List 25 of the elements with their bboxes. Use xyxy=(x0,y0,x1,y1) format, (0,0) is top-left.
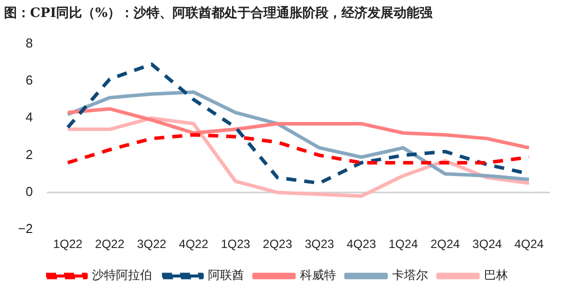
x-tick-label: 4Q22 xyxy=(178,237,209,252)
y-tick-label: 6 xyxy=(26,72,33,88)
x-tick-label: 2Q24 xyxy=(430,237,460,252)
legend-label: 沙特阿拉伯 xyxy=(92,268,152,282)
x-tick-label: 1Q23 xyxy=(220,237,251,252)
x-tick-label: 4Q24 xyxy=(514,237,544,252)
line-series xyxy=(66,133,531,164)
x-tick-label: 2Q23 xyxy=(262,237,292,252)
x-tick-label: 1Q22 xyxy=(53,237,83,252)
x-tick-label: 3Q22 xyxy=(136,237,167,252)
x-tick-label: 1Q24 xyxy=(388,237,418,252)
legend-label: 卡塔尔 xyxy=(392,268,428,282)
y-tick-label: 8 xyxy=(26,35,33,50)
x-tick-label: 3Q24 xyxy=(472,237,502,252)
y-tick-label: 4 xyxy=(26,110,33,125)
chart-title: 图：CPI同比（%）：沙特、阿联酋都处于合理通胀阶段，经济发展动能强 xyxy=(3,4,434,22)
legend-label: 科威特 xyxy=(300,268,336,282)
legend-label: 巴林 xyxy=(484,268,508,282)
x-tick-label: 4Q23 xyxy=(346,237,376,252)
y-tick-label: −2 xyxy=(18,221,33,236)
legend-label: 阿联酋 xyxy=(208,268,244,282)
x-tick-label: 2Q22 xyxy=(95,237,125,252)
y-tick-label: 2 xyxy=(26,146,33,162)
y-tick-label: 0 xyxy=(26,184,33,200)
x-tick-label: 3Q23 xyxy=(304,237,334,252)
